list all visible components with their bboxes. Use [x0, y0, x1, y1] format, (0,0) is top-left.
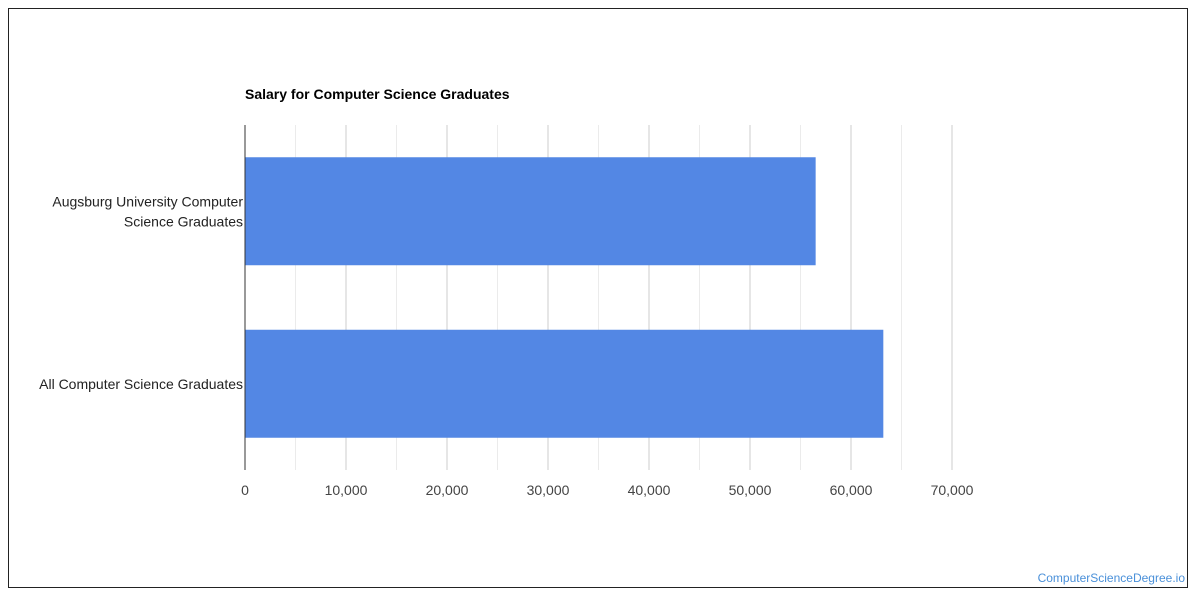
category-label-line: All Computer Science Graduates — [39, 376, 243, 392]
category-label: All Computer Science Graduates — [39, 376, 243, 392]
x-tick-label: 50,000 — [729, 482, 772, 498]
x-tick-label: 70,000 — [931, 482, 974, 498]
chart-title: Salary for Computer Science Graduates — [245, 86, 510, 102]
category-labels: Augsburg University Computer Science Grad… — [39, 193, 243, 392]
x-tick-label: 40,000 — [628, 482, 671, 498]
site-watermark[interactable]: ComputerScienceDegree.io — [1037, 571, 1185, 585]
bar[interactable] — [245, 329, 884, 438]
bars — [245, 157, 884, 438]
x-tick-label: 10,000 — [325, 482, 368, 498]
x-tick-label: 30,000 — [527, 482, 570, 498]
x-tick-label: 0 — [241, 482, 249, 498]
x-tick-label: 20,000 — [426, 482, 469, 498]
x-tick-label: 60,000 — [830, 482, 873, 498]
category-label: Augsburg University Computer Science Grad… — [52, 193, 243, 229]
category-label-line: Augsburg University Computer — [52, 193, 243, 209]
category-label-line: Science Graduates — [124, 213, 243, 229]
tick-labels: 0 10,000 20,000 30,000 40,000 50,000 60,000 70,… — [241, 482, 974, 498]
bar[interactable] — [245, 157, 816, 266]
